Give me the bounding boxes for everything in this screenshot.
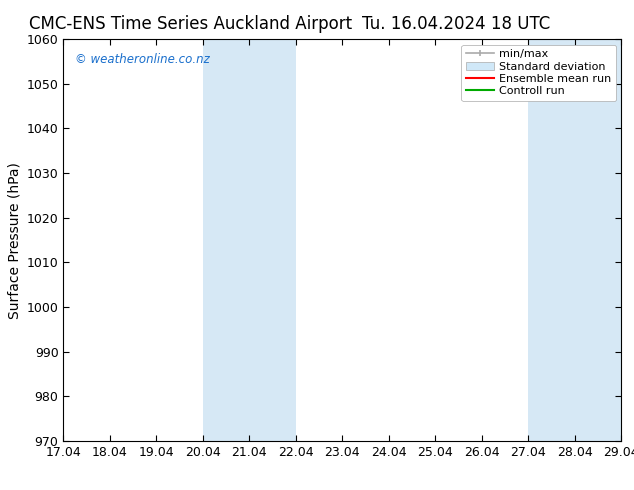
Bar [528, 39, 621, 441]
Text: Tu. 16.04.2024 18 UTC: Tu. 16.04.2024 18 UTC [363, 15, 550, 33]
Bar [203, 39, 296, 441]
Y-axis label: Surface Pressure (hPa): Surface Pressure (hPa) [7, 162, 21, 318]
Text: © weatheronline.co.nz: © weatheronline.co.nz [75, 53, 209, 66]
Legend: min/max, Standard deviation, Ensemble mean run, Controll run: min/max, Standard deviation, Ensemble me… [462, 45, 616, 101]
Text: CMC-ENS Time Series Auckland Airport: CMC-ENS Time Series Auckland Airport [29, 15, 352, 33]
